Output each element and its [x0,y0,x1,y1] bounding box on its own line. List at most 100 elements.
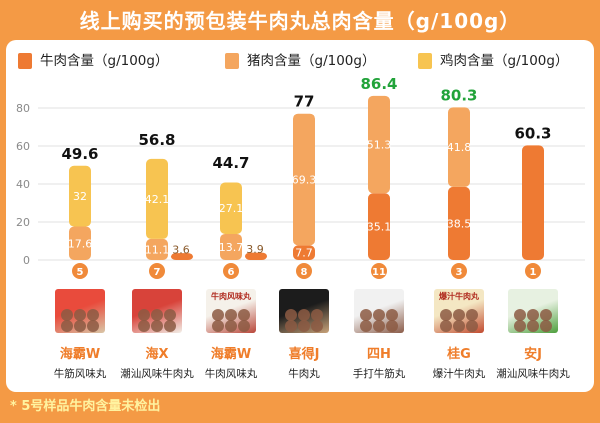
bar-chicken [69,165,91,227]
data-label-pork: 17.6 [68,237,93,250]
subtitle-label: 潮汕风味牛肉丸 [496,367,570,380]
meatball-shape [151,309,163,321]
total-label: 49.6 [61,145,98,163]
subtitle-label: 牛肉丸 [288,367,320,380]
sample-badge-label: 11 [372,267,386,278]
meatball-shape [440,320,452,332]
data-label-pork: 69.3 [292,174,317,187]
bar-beef [368,193,390,260]
category-label: 四H [367,347,391,362]
data-label-beef: 38.5 [447,217,472,230]
bar-pork [69,226,91,260]
meatball-shape [74,320,86,332]
meatball-shape [164,320,176,332]
total-label: 77 [294,93,315,111]
bar-beef [245,252,267,260]
category-label: 海霸W [60,346,100,362]
y-tick-label: 80 [16,102,30,115]
total-label: 86.4 [360,75,397,93]
bar-pork [220,233,242,260]
meatball-shape [514,320,526,332]
meatball-shape [87,320,99,332]
meatball-shape [61,320,73,332]
data-label-beef: 3.9 [246,243,264,256]
meatball-shape [151,320,163,332]
bar-chicken [220,182,242,234]
data-label-pork: 13.7 [219,241,244,254]
meatball-shape [466,309,478,321]
data-label-beef: 3.6 [172,243,190,256]
legend: 牛肉含量（g/100g） 猪肉含量（g/100g） 鸡肉含量（g/100g） [18,50,598,72]
bar-beef [448,186,470,260]
meatball-shape [61,309,73,321]
data-label-pork: 51.3 [367,139,392,152]
sample-badge [451,263,467,279]
meatball-shape [440,309,452,321]
meatball-shape [514,309,526,321]
meatball-shape [225,309,237,321]
total-label: 44.7 [212,154,249,172]
meatball-shape [164,309,176,321]
legend-label-pork: 猪肉含量（g/100g） [247,53,376,69]
data-label-chicken: 42.1 [145,193,170,206]
bar-pork [293,113,315,246]
sample-badge [371,263,387,279]
product-package-image [55,289,105,333]
data-label-chicken: 32 [73,190,87,203]
sample-badge [223,263,239,279]
y-tick-label: 20 [16,216,30,229]
chart-title: 线上购买的预包装牛肉丸总肉含量（g/100g） [79,9,521,33]
sample-badge [525,263,541,279]
data-label-pork: 11.1 [145,243,170,256]
sample-badge-label: 3 [456,267,463,278]
meatball-shape [386,309,398,321]
subtitle-label: 牛肉风味丸 [205,367,258,380]
meatball-shape [527,320,539,332]
product-package-image [132,289,182,333]
legend-label-beef: 牛肉含量（g/100g） [40,53,169,69]
bar-chicken [146,158,168,239]
subtitle-label: 爆汁牛肉丸 [433,367,486,380]
subtitle-label: 牛筋风味丸 [54,367,107,380]
meatball-shape [87,309,99,321]
meatball-shape [138,320,150,332]
product-package-image [279,289,329,333]
meatball-shape [540,320,552,332]
meatball-shape [373,320,385,332]
total-label: 56.8 [138,131,175,149]
product-package-image: 爆汁牛肉丸 [434,289,484,333]
sample-badge-label: 7 [154,267,161,278]
y-tick-label: 60 [16,140,30,153]
product-package-image [354,289,404,333]
bar-pork [448,107,470,187]
bar-beef [522,145,544,260]
meatball-shape [311,320,323,332]
meatball-shape [298,320,310,332]
meatball-shape [540,309,552,321]
y-tick-label: 0 [23,254,30,267]
legend-label-chicken: 鸡肉含量（g/100g） [440,53,569,69]
meatball-shape [74,309,86,321]
sample-badge [296,263,312,279]
footnote: * 5号样品牛肉含量未检出 [10,399,161,414]
meatball-shape [360,309,372,321]
legend-swatch-beef [18,53,32,69]
meatball-shape [311,309,323,321]
meatball-shape [360,320,372,332]
meatball-shape [527,309,539,321]
total-label: 80.3 [440,86,477,104]
sample-badge-label: 6 [228,267,235,278]
meatball-shape [298,309,310,321]
meatball-shape [212,309,224,321]
category-label: 海霸W [211,346,251,362]
product-package-image: 牛肉风味丸 [206,289,256,333]
meatball-shape [138,309,150,321]
category-label: 喜得J [289,346,320,362]
legend-swatch-pork [225,53,239,69]
meatball-shape [466,320,478,332]
total-label: 60.3 [514,124,551,142]
sample-badge-label: 1 [530,267,537,278]
sample-badge-label: 5 [77,267,84,278]
meatball-shape [373,309,385,321]
